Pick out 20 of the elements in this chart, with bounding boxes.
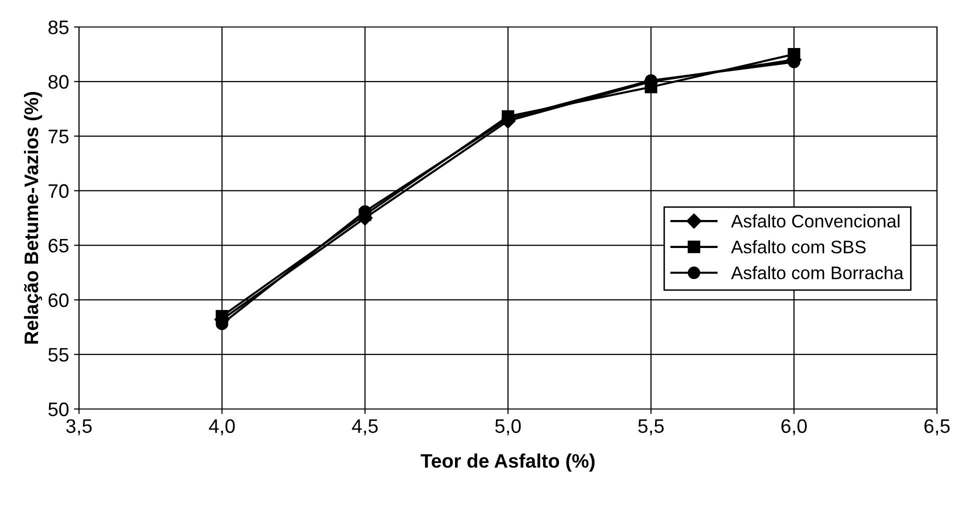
legend-label: Asfalto com SBS	[731, 240, 866, 254]
x-tick-label: 5,5	[638, 419, 664, 436]
y-tick-label: 70	[48, 184, 69, 198]
x-tick-label: 6,5	[924, 419, 950, 436]
x-axis-title: Teor de Asfalto (%)	[420, 454, 595, 472]
y-tick-label: 75	[48, 130, 68, 144]
y-tick-label: 60	[48, 293, 69, 308]
y-tick-label: 85	[48, 20, 68, 34]
y-tick-label: 80	[48, 75, 69, 89]
legend-label: Asfalto com Borracha	[731, 266, 904, 280]
legend-label: Asfalto Convencional	[731, 214, 900, 228]
y-axis-title: Relação Betume-Vazios (%)	[24, 92, 42, 344]
x-tick-label: 4,0	[208, 419, 235, 436]
x-tick-label: 6,0	[781, 419, 807, 436]
x-tick-label: 5,0	[495, 419, 521, 436]
x-tick-label: 4,5	[352, 419, 378, 436]
y-tick-label: 65	[48, 238, 68, 253]
y-tick-label: 55	[48, 348, 68, 362]
x-tick-label: 3,5	[66, 419, 92, 436]
y-tick-label: 50	[48, 402, 69, 416]
